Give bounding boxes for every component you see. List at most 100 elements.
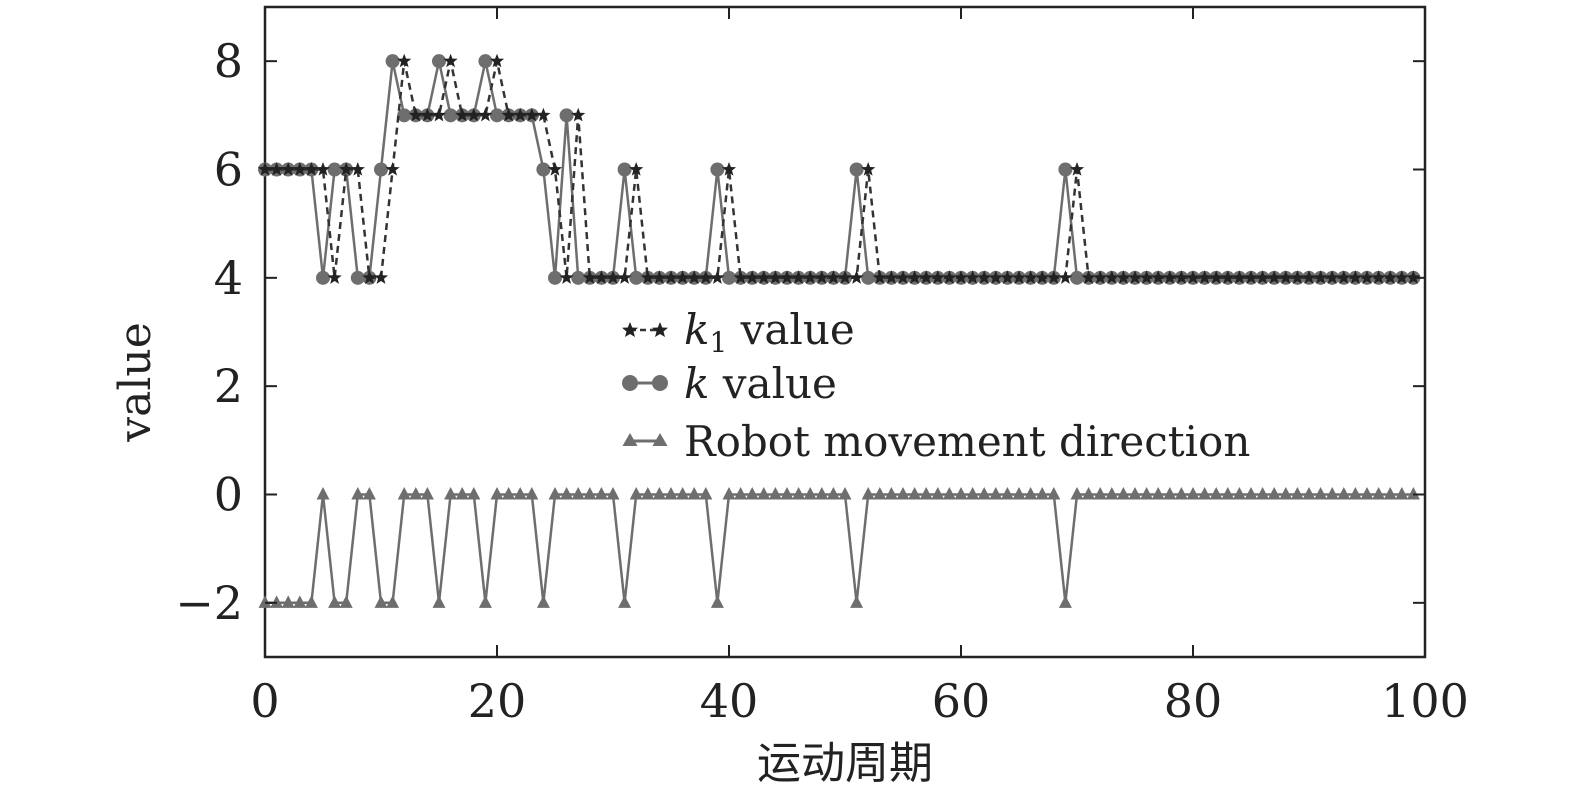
data-point bbox=[930, 270, 945, 284]
data-point bbox=[640, 270, 655, 284]
data-point bbox=[733, 270, 748, 284]
data-point bbox=[745, 487, 759, 500]
y-tick-label: 2 bbox=[214, 359, 243, 413]
data-point bbox=[1314, 487, 1328, 500]
legend-k-circle-icon-2 bbox=[652, 375, 668, 391]
data-point bbox=[1255, 270, 1270, 284]
data-point bbox=[1069, 162, 1085, 176]
data-point bbox=[768, 487, 782, 500]
data-point bbox=[721, 162, 737, 176]
data-point bbox=[1070, 270, 1084, 285]
data-point bbox=[350, 270, 365, 285]
data-point bbox=[455, 107, 470, 122]
data-point bbox=[1174, 270, 1189, 284]
x-tick-label: 60 bbox=[932, 674, 991, 728]
data-point bbox=[1151, 270, 1166, 284]
data-point bbox=[489, 53, 505, 68]
data-point bbox=[1047, 487, 1061, 500]
data-point bbox=[1348, 487, 1362, 500]
data-point bbox=[571, 107, 586, 122]
data-point bbox=[1011, 270, 1027, 284]
data-point bbox=[547, 162, 563, 176]
series-star bbox=[257, 53, 1421, 284]
data-point bbox=[629, 162, 644, 176]
legend-entry-k1: k1 value bbox=[622, 305, 855, 359]
y-tick-label: 6 bbox=[214, 143, 243, 197]
data-point bbox=[1394, 270, 1409, 284]
data-point bbox=[815, 487, 829, 500]
legend: k1 value k value Robot movement directio… bbox=[622, 305, 1250, 466]
data-point bbox=[1104, 270, 1119, 284]
data-point bbox=[1105, 487, 1119, 500]
data-point bbox=[1093, 487, 1107, 500]
data-point bbox=[548, 270, 562, 285]
data-point bbox=[374, 595, 388, 608]
data-point bbox=[907, 270, 922, 284]
data-point bbox=[884, 487, 898, 500]
data-point bbox=[1162, 270, 1177, 284]
data-point bbox=[386, 595, 400, 608]
data-point bbox=[1174, 487, 1188, 500]
data-point bbox=[1290, 487, 1304, 500]
data-point bbox=[664, 487, 678, 500]
data-point bbox=[362, 487, 376, 500]
data-point bbox=[1000, 487, 1014, 500]
data-point bbox=[1139, 270, 1154, 284]
legend-entry-k: k value bbox=[622, 359, 837, 408]
data-point bbox=[1035, 487, 1049, 500]
data-point bbox=[304, 162, 319, 176]
data-point bbox=[1128, 487, 1142, 500]
data-point bbox=[582, 270, 597, 284]
data-point bbox=[478, 595, 492, 608]
data-point bbox=[1372, 487, 1386, 500]
data-point bbox=[1186, 487, 1200, 500]
data-point bbox=[1337, 487, 1351, 500]
data-point bbox=[1371, 270, 1386, 284]
data-point bbox=[443, 53, 458, 68]
data-point bbox=[316, 270, 330, 285]
data-point bbox=[327, 162, 342, 177]
data-point bbox=[397, 53, 412, 68]
legend-k-label: k value bbox=[684, 359, 837, 408]
data-point bbox=[687, 487, 701, 500]
data-point bbox=[1279, 487, 1293, 500]
data-point bbox=[1058, 270, 1073, 284]
data-point bbox=[873, 487, 887, 500]
data-point bbox=[339, 162, 354, 176]
data-point bbox=[1244, 487, 1258, 500]
data-point bbox=[849, 162, 864, 177]
data-point bbox=[524, 107, 539, 122]
data-point bbox=[1406, 487, 1420, 500]
data-point bbox=[1023, 270, 1038, 284]
data-point bbox=[942, 487, 956, 500]
data-point bbox=[722, 270, 736, 285]
data-point bbox=[409, 487, 423, 500]
data-point bbox=[1336, 270, 1351, 284]
data-point bbox=[571, 487, 585, 500]
data-point bbox=[467, 487, 481, 500]
data-point bbox=[908, 487, 922, 500]
data-point bbox=[988, 270, 1003, 284]
data-point bbox=[293, 595, 307, 608]
series-circle bbox=[258, 54, 1421, 285]
data-point bbox=[1185, 270, 1201, 284]
data-point bbox=[362, 270, 377, 284]
data-point bbox=[1348, 270, 1363, 284]
data-point bbox=[861, 162, 876, 176]
data-point bbox=[559, 270, 574, 284]
data-point bbox=[1325, 270, 1340, 284]
series-line bbox=[265, 60, 1414, 280]
data-point bbox=[710, 270, 725, 284]
data-point bbox=[676, 487, 690, 500]
data-point bbox=[1313, 270, 1328, 284]
data-point bbox=[1278, 270, 1293, 284]
data-point bbox=[1082, 487, 1096, 500]
data-point bbox=[722, 487, 736, 500]
data-point bbox=[548, 487, 562, 500]
data-point bbox=[989, 487, 1003, 500]
legend-robot-triangle-icon bbox=[622, 433, 638, 446]
data-point bbox=[315, 162, 331, 176]
legend-k1-star-icon bbox=[622, 322, 638, 337]
data-point bbox=[895, 270, 911, 284]
